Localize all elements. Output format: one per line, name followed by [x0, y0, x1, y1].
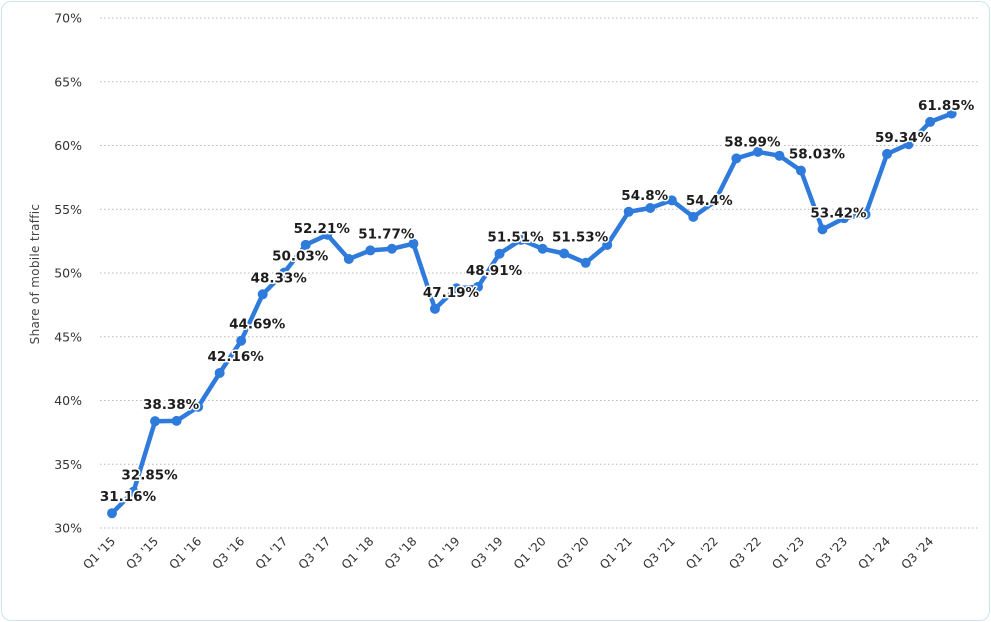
data-label: 51.77%	[358, 226, 415, 242]
x-tick-label: Q1 '19	[425, 534, 463, 572]
data-label: 48.91%	[466, 263, 523, 279]
data-point	[559, 248, 570, 259]
data-point	[839, 213, 850, 224]
data-labels: 31.16% 32.85% 38.38% 42.16% 44.69% 48.33% 50.0…	[98, 96, 976, 506]
data-point	[343, 253, 354, 264]
data-label: 59.34%	[875, 130, 932, 146]
x-tick-label: Q1 '18	[339, 534, 377, 572]
data-label: 58.03%	[789, 147, 846, 163]
data-point	[193, 401, 204, 412]
y-tick-label: 30%	[54, 521, 82, 536]
data-point	[731, 153, 742, 164]
data-point	[925, 116, 936, 127]
x-tick-label: Q1 '21	[597, 534, 635, 572]
data-point	[322, 229, 333, 240]
data-point	[107, 508, 117, 519]
data-point	[214, 367, 225, 378]
y-tick-label: 50%	[54, 266, 82, 281]
data-label: 42.16%	[208, 349, 265, 365]
y-tick-label: 60%	[54, 138, 82, 153]
data-point	[752, 146, 763, 157]
data-label: 51.51%	[487, 230, 544, 246]
data-point	[236, 335, 247, 346]
y-axis-label: Share of mobile traffic	[28, 204, 42, 345]
data-point	[709, 196, 720, 207]
grid-lines	[100, 17, 980, 529]
data-point	[279, 267, 290, 278]
x-tick-label: Q3 '15	[123, 534, 161, 572]
data-point	[580, 257, 591, 268]
data-label: 50.03%	[272, 249, 329, 265]
data-label: 51.53%	[552, 229, 609, 245]
y-tick-label: 35%	[54, 457, 82, 472]
x-tick-label: Q3 '16	[209, 534, 247, 572]
data-point	[860, 209, 871, 220]
data-point	[494, 248, 505, 259]
data-point	[795, 165, 806, 176]
x-tick-label: Q3 '24	[898, 534, 936, 572]
data-point	[171, 415, 182, 426]
x-tick-label: Q3 '19	[468, 534, 506, 572]
x-tick-label: Q3 '20	[554, 534, 592, 572]
y-tick-label: 70%	[54, 11, 82, 26]
x-tick-label: Q1 '22	[683, 534, 721, 572]
x-tick-label: Q1 '16	[166, 534, 204, 572]
data-label: 48.33%	[251, 270, 308, 286]
data-label: 47.19%	[423, 285, 480, 301]
data-label: 52.21%	[294, 221, 351, 237]
y-tick-label: 45%	[54, 329, 82, 344]
data-label: 44.69%	[229, 317, 286, 333]
data-label: 31.16%	[100, 489, 157, 505]
data-point	[623, 206, 634, 217]
data-label: 58.99%	[724, 134, 781, 150]
x-tick-label: Q3 '17	[296, 534, 334, 572]
data-point	[128, 486, 139, 497]
x-tick-label: Q1 '17	[253, 534, 291, 572]
data-point	[946, 108, 957, 119]
data-point	[666, 195, 677, 206]
data-label: 38.38%	[143, 397, 200, 413]
x-tick-label: Q1 '24	[855, 534, 893, 572]
data-point	[516, 234, 527, 245]
data-point	[473, 281, 484, 292]
data-point	[150, 416, 161, 427]
data-label: 61.85%	[918, 98, 975, 114]
data-label: 54.8%	[621, 188, 668, 204]
data-point	[537, 243, 548, 254]
y-axis-ticks: 30% 35% 40% 45% 50% 55% 60% 65% 70%	[54, 11, 82, 536]
data-point	[602, 239, 613, 250]
x-tick-label: Q1 '15	[80, 534, 118, 572]
data-point	[688, 211, 699, 222]
y-tick-label: 65%	[54, 74, 82, 89]
y-tick-label: 55%	[54, 202, 82, 217]
data-point	[817, 224, 828, 235]
y-tick-label: 40%	[54, 393, 82, 408]
data-label: 54.4%	[686, 193, 733, 209]
data-point	[903, 139, 914, 150]
data-point	[300, 239, 311, 250]
data-point	[774, 150, 785, 161]
x-tick-label: Q1 '23	[769, 534, 807, 572]
data-point	[429, 303, 440, 314]
data-label: 53.42%	[810, 205, 867, 221]
data-point	[386, 243, 397, 254]
series-line	[109, 111, 954, 516]
x-tick-label: Q3 '21	[640, 534, 678, 572]
x-tick-label: Q3 '23	[812, 534, 850, 572]
x-tick-label: Q3 '18	[382, 534, 420, 572]
x-tick-label: Q1 '20	[511, 534, 549, 572]
data-point	[365, 245, 376, 256]
data-point	[645, 202, 656, 213]
data-point	[451, 283, 462, 294]
x-tick-label: Q3 '22	[726, 534, 764, 572]
data-point	[408, 238, 419, 249]
series-mobile-share	[107, 108, 957, 519]
data-point	[882, 148, 893, 159]
x-axis-ticks: Q1 '15 Q3 '15 Q1 '16 Q3 '16 Q1 '17 Q3 '17 Q1 '…	[80, 534, 936, 572]
data-point	[257, 289, 268, 300]
data-label: 32.85%	[121, 468, 178, 484]
